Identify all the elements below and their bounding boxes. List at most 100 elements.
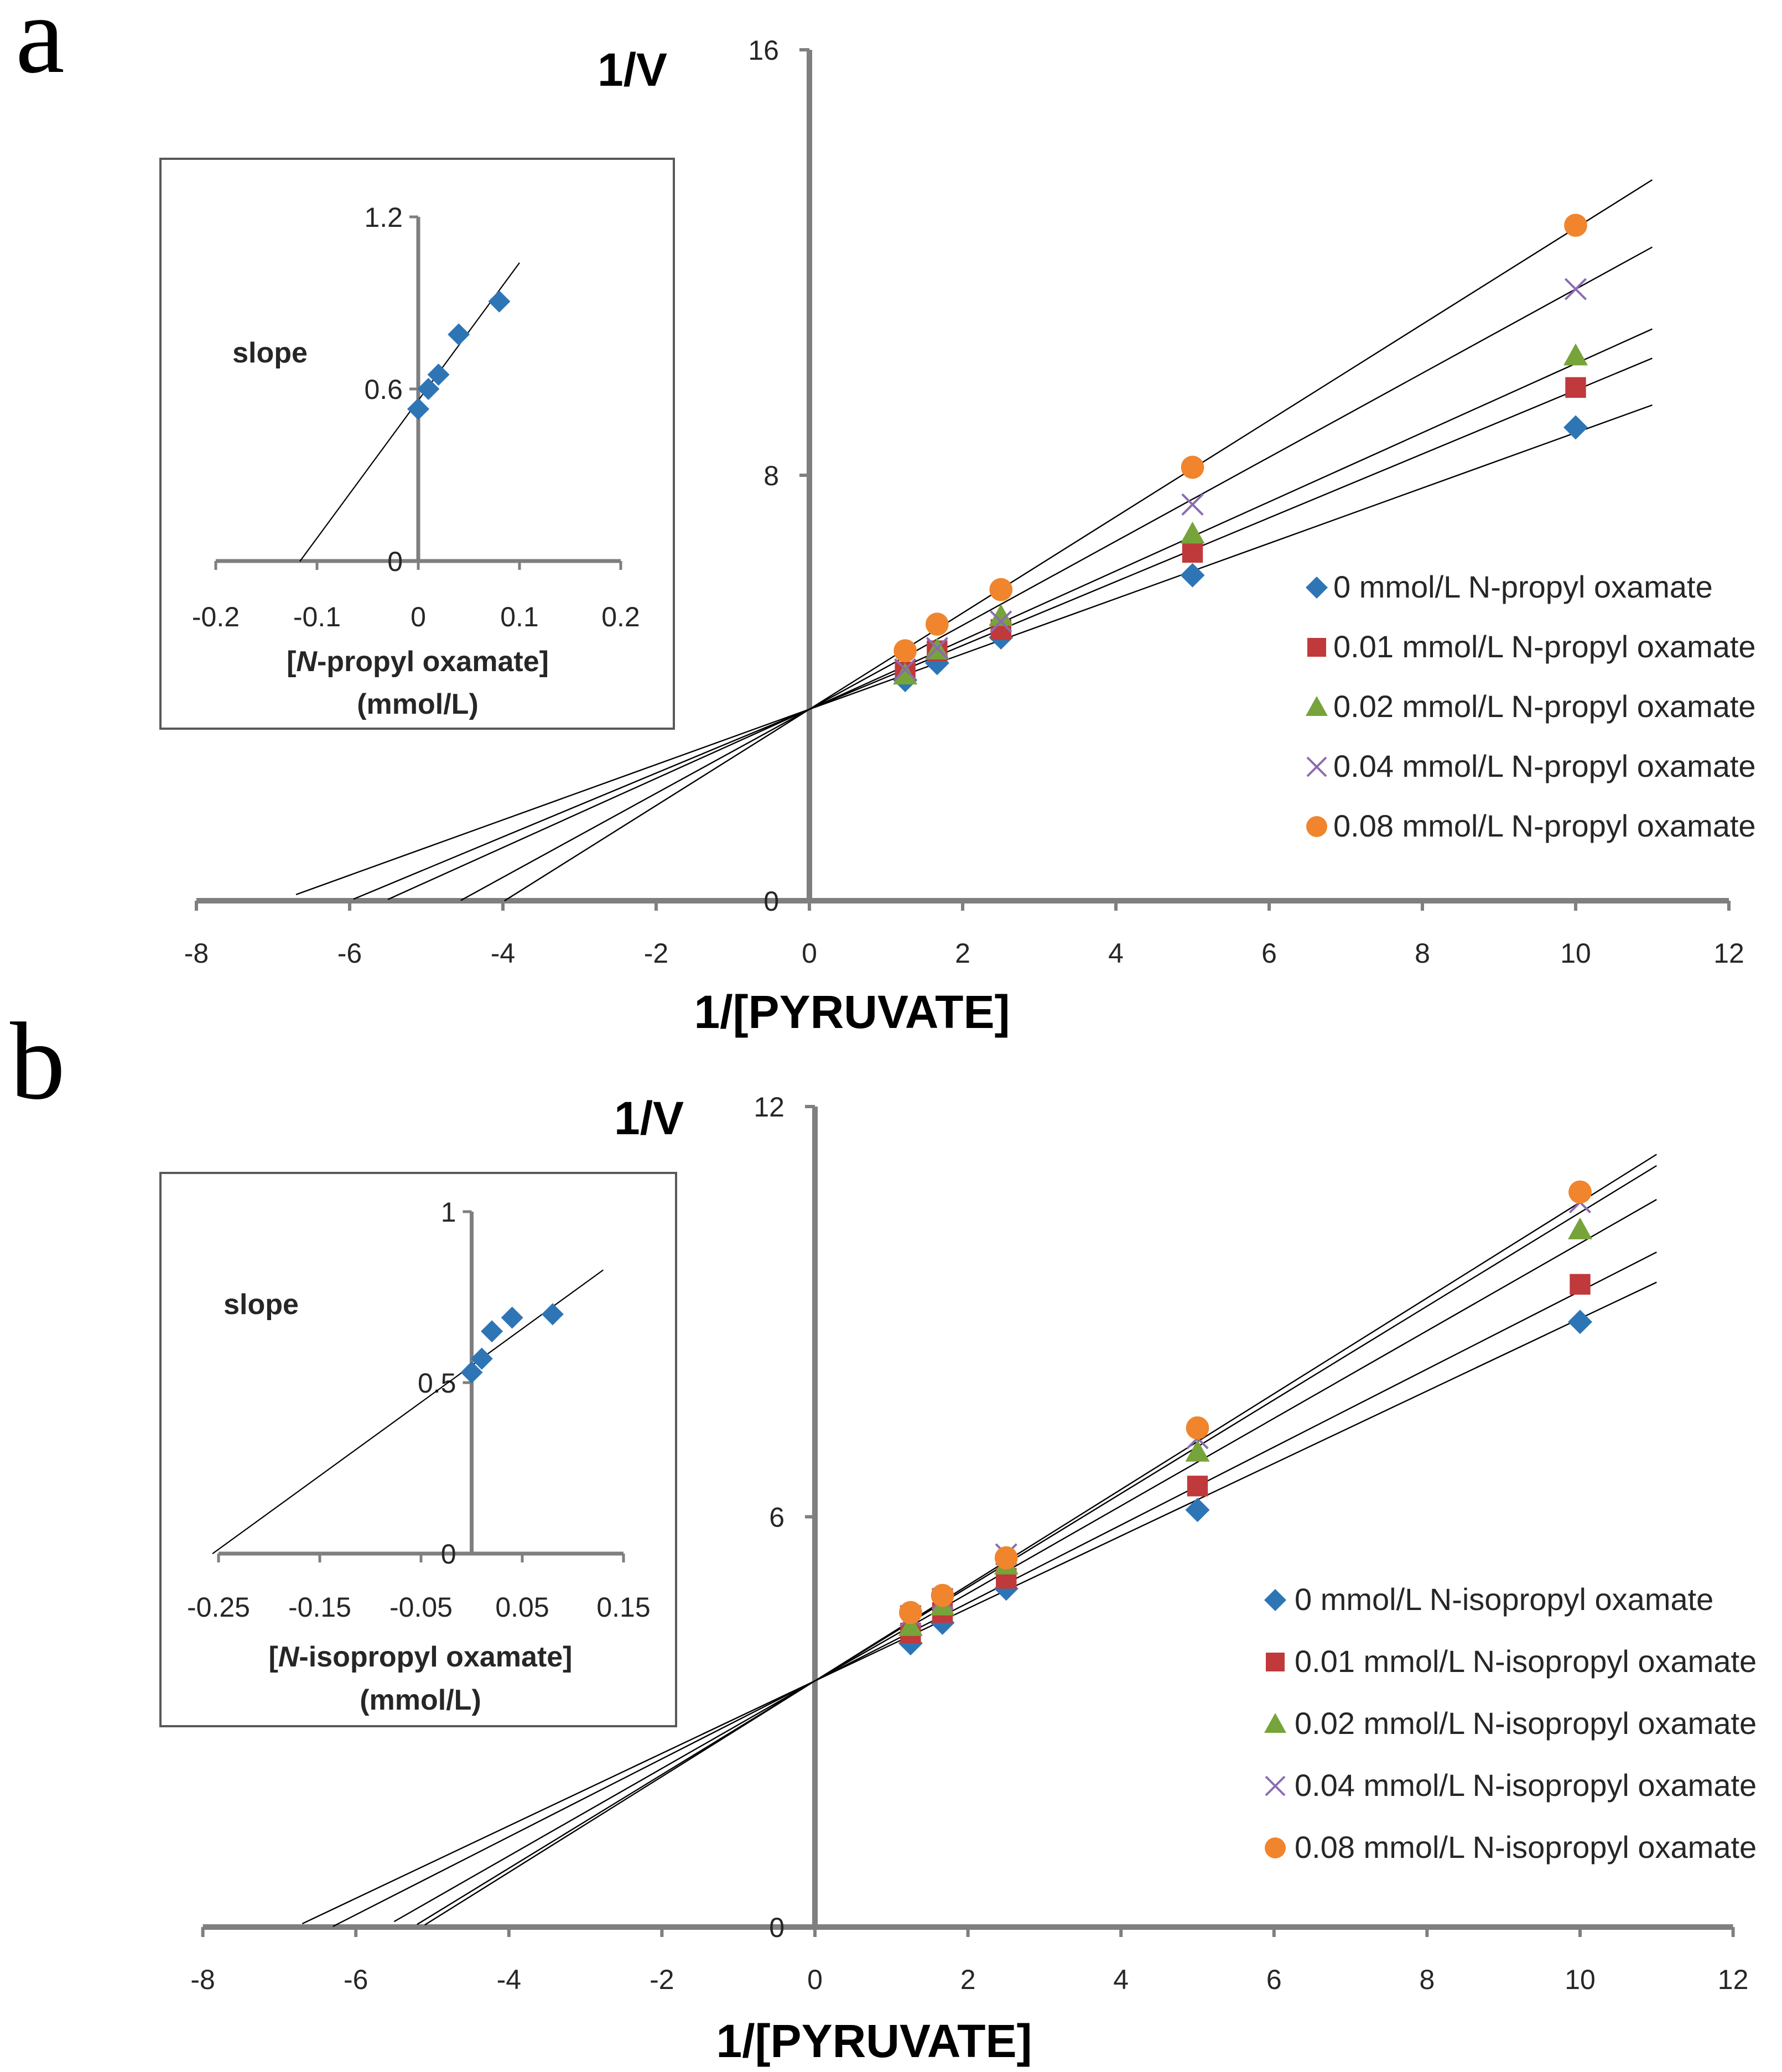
inset-y-tick-label: 0 bbox=[441, 1539, 456, 1570]
data-point-series-2 bbox=[893, 662, 918, 685]
inset-data-point bbox=[417, 378, 440, 400]
x-tick-label: -8 bbox=[184, 938, 209, 969]
inset-y-tick-label: 0 bbox=[387, 546, 403, 577]
legend-marker-series-3-stroke bbox=[1306, 756, 1327, 777]
legend-marker-series-3 bbox=[1306, 756, 1327, 777]
inset-x-label-italic: N bbox=[296, 646, 318, 678]
data-point-series-3-stroke bbox=[926, 637, 948, 659]
x-tick-label: 8 bbox=[1419, 1964, 1435, 1995]
legend-label-series-2: 0.02 mmol/L N-isopropyl oxamate bbox=[1295, 1706, 1757, 1741]
legend-marker-series-1 bbox=[1307, 638, 1326, 657]
inset-x-label-bracket: [ bbox=[269, 1641, 278, 1673]
inset-data-point bbox=[481, 1320, 503, 1343]
legend-label-series-1: 0.01 mmol/L N-propyl oxamate bbox=[1333, 629, 1756, 664]
x-tick-label: -2 bbox=[644, 938, 668, 969]
legend-label-series-0: 0 mmol/L N-propyl oxamate bbox=[1333, 569, 1713, 604]
x-tick-label: -2 bbox=[650, 1964, 674, 1995]
inset-x-tick-label: 0 bbox=[411, 601, 426, 632]
inset-x-label: [N-isopropyl oxamate] bbox=[269, 1641, 573, 1673]
inset-x-label-italic: N bbox=[278, 1641, 300, 1673]
x-tick-label: 2 bbox=[955, 938, 970, 969]
data-point-series-0 bbox=[1185, 1498, 1210, 1523]
legend-label-series-0: 0 mmol/L N-isopropyl oxamate bbox=[1295, 1582, 1713, 1617]
inset-data-point bbox=[427, 363, 450, 386]
inset-data-point bbox=[541, 1303, 564, 1326]
x-tick-label: 10 bbox=[1560, 938, 1591, 969]
x-tick-label: 4 bbox=[1113, 1964, 1129, 1995]
x-axis-title: 1/[PYRUVATE] bbox=[716, 2015, 1032, 2067]
x-tick-label: 12 bbox=[1718, 1964, 1749, 1995]
inset-axes: -0.25 -0.15 -0.05 0.05 0.15 0 0.5 1 bbox=[187, 1197, 651, 1623]
fit-line-series-0 bbox=[302, 1281, 1657, 1925]
data-point-series-4 bbox=[994, 1546, 1018, 1570]
inset-x-tick-label: -0.15 bbox=[288, 1592, 351, 1623]
inset-x-tick-label: -0.1 bbox=[293, 601, 341, 632]
inset-frame bbox=[159, 1172, 677, 1727]
inset-y-label: slope bbox=[224, 1289, 299, 1321]
fit-line-series-0 bbox=[295, 404, 1653, 895]
data-point-series-0 bbox=[1563, 415, 1588, 440]
legend-label-series-2: 0.02 mmol/L N-propyl oxamate bbox=[1333, 689, 1756, 724]
inset-x-tick-label: -0.25 bbox=[187, 1592, 250, 1623]
inset-x-units: (mmol/L) bbox=[357, 688, 479, 720]
fit-line-series-4 bbox=[504, 179, 1653, 902]
fit-line-series-2 bbox=[393, 1199, 1657, 1923]
inset-x-tick-label: 0.05 bbox=[495, 1592, 549, 1623]
legend-b: 0 mmol/L N-isopropyl oxamate 0.01 mmol/L … bbox=[1264, 1582, 1757, 1865]
inset-x-tick-label: -0.05 bbox=[389, 1592, 453, 1623]
legend-marker-series-4 bbox=[1265, 1837, 1286, 1858]
data-point-series-3-stroke bbox=[894, 658, 917, 681]
x-tick-label: 6 bbox=[1266, 1964, 1282, 1995]
data-point-series-0 bbox=[1568, 1310, 1592, 1334]
data-point-series-2 bbox=[1568, 1217, 1592, 1240]
inset-data-point bbox=[488, 290, 511, 313]
inset-data-point bbox=[460, 1361, 483, 1384]
inset-y-tick-label: 1.2 bbox=[364, 202, 403, 233]
x-tick-label: 2 bbox=[960, 1964, 976, 1995]
inset-x-tick-label: 0.2 bbox=[601, 601, 640, 632]
inset-a: -0.2 -0.1 0 0.1 0.2 0 0.6 1.2 slope [N-propyl o… bbox=[159, 158, 675, 730]
fit-line-series-3 bbox=[417, 1165, 1657, 1925]
inset-y-label: slope bbox=[232, 337, 308, 369]
data-point-series-1 bbox=[1565, 377, 1586, 398]
x-tick-label: 10 bbox=[1565, 1964, 1596, 1995]
data-point-series-4 bbox=[898, 1601, 922, 1624]
data-point-series-3-stroke bbox=[1181, 493, 1204, 516]
x-axis-title: 1/[PYRUVATE] bbox=[694, 986, 1010, 1038]
x-tick-label: 8 bbox=[1415, 938, 1430, 969]
inset-data-point bbox=[501, 1306, 523, 1329]
x-tick-label: -8 bbox=[190, 1964, 215, 1995]
data-point-series-2 bbox=[1563, 343, 1588, 366]
data-points-b bbox=[898, 1180, 1592, 1656]
legend-marker-series-4 bbox=[1306, 816, 1327, 837]
x-tick-label: 0 bbox=[802, 938, 817, 969]
inset-y-tick-label: 0.6 bbox=[364, 374, 403, 405]
inset-y-tick-label: 1 bbox=[441, 1197, 456, 1228]
x-tick-label: -6 bbox=[344, 1964, 368, 1995]
data-point-series-4 bbox=[893, 639, 917, 663]
inset-y-tick-label: 0.5 bbox=[418, 1368, 456, 1399]
x-tick-label: 12 bbox=[1713, 938, 1744, 969]
inset-data-point bbox=[448, 323, 470, 346]
x-tick-label: -6 bbox=[337, 938, 362, 969]
fit-line-series-1 bbox=[332, 1251, 1657, 1927]
inset-data-point bbox=[470, 1347, 493, 1370]
inset-x-label-rest: -isopropyl oxamate] bbox=[299, 1641, 572, 1673]
y-tick-label: 16 bbox=[748, 35, 779, 66]
inset-marks bbox=[299, 262, 520, 562]
legend-marker-series-2 bbox=[1264, 1713, 1286, 1733]
legend-marker-series-0 bbox=[1306, 577, 1328, 599]
legend-a: 0 mmol/L N-propyl oxamate 0.01 mmol/L N-p… bbox=[1306, 569, 1756, 843]
inset-b: -0.25 -0.15 -0.05 0.05 0.15 0 0.5 1 slope [N-is… bbox=[159, 1172, 677, 1727]
x-tick-label: 6 bbox=[1261, 938, 1277, 969]
data-points-a bbox=[893, 214, 1588, 693]
y-axis-title: 1/V bbox=[614, 1092, 684, 1144]
fit-line-series-4 bbox=[424, 1154, 1657, 1926]
legend-marker-series-1 bbox=[1266, 1653, 1285, 1671]
legend-label-series-3: 0.04 mmol/L N-propyl oxamate bbox=[1333, 749, 1756, 783]
data-point-series-2 bbox=[898, 1614, 923, 1636]
